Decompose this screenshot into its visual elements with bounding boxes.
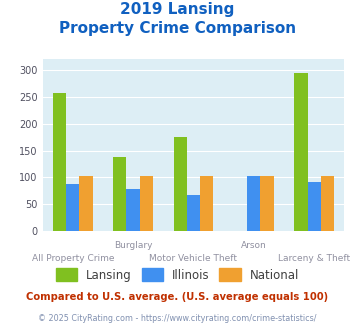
Bar xyxy=(174,137,187,231)
Text: Burglary: Burglary xyxy=(114,241,152,250)
Bar xyxy=(261,176,274,231)
Bar xyxy=(66,184,80,231)
Text: Property Crime Comparison: Property Crime Comparison xyxy=(59,21,296,36)
Bar xyxy=(247,176,261,231)
Text: Arson: Arson xyxy=(241,241,267,250)
Text: Compared to U.S. average. (U.S. average equals 100): Compared to U.S. average. (U.S. average … xyxy=(26,292,329,302)
Bar xyxy=(140,176,153,231)
Bar xyxy=(113,157,126,231)
Bar xyxy=(80,176,93,231)
Text: All Property Crime: All Property Crime xyxy=(32,254,114,263)
Bar xyxy=(294,73,307,231)
Text: 2019 Lansing: 2019 Lansing xyxy=(120,2,235,16)
Legend: Lansing, Illinois, National: Lansing, Illinois, National xyxy=(52,265,303,285)
Bar xyxy=(187,194,200,231)
Bar xyxy=(126,189,140,231)
Text: © 2025 CityRating.com - https://www.cityrating.com/crime-statistics/: © 2025 CityRating.com - https://www.city… xyxy=(38,314,317,323)
Bar xyxy=(200,176,213,231)
Bar xyxy=(53,93,66,231)
Text: Motor Vehicle Theft: Motor Vehicle Theft xyxy=(149,254,237,263)
Bar xyxy=(307,182,321,231)
Bar xyxy=(321,176,334,231)
Text: Larceny & Theft: Larceny & Theft xyxy=(278,254,350,263)
